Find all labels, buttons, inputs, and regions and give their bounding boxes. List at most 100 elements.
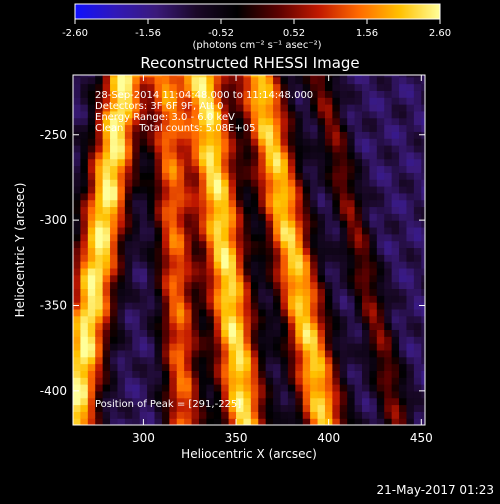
heatmap-cell [243,370,252,378]
heatmap-cell [273,377,282,385]
heatmap-cell [184,151,193,160]
heatmap-cell [310,370,319,378]
heatmap-cell [184,131,193,139]
heatmap-cell [73,199,82,208]
heatmap-cell [147,254,156,262]
heatmap-cell [302,97,311,105]
heatmap-cell [147,343,156,351]
heatmap-cell [362,185,371,194]
heatmap-cell [102,363,111,371]
heatmap-cell [154,384,163,392]
heatmap-cell [213,377,222,385]
heatmap-cell [198,281,207,290]
heatmap-cell [117,308,126,317]
heatmap-cell [132,172,141,180]
heatmap-cell [221,220,230,228]
heatmap-cell [87,124,96,132]
heatmap-cell [221,179,230,187]
heatmap-cell [347,110,356,119]
heatmap-cell [161,404,170,412]
heatmap-cell [287,343,296,351]
heatmap-cell [362,261,371,269]
heatmap-cell [310,384,319,392]
heatmap-cell [221,226,230,235]
heatmap-cell [206,343,215,351]
heatmap-cell [339,411,348,419]
heatmap-cell [124,370,133,378]
heatmap-cell [295,302,304,310]
heatmap-cell [87,172,96,180]
heatmap-cell [324,397,333,406]
heatmap-cell [354,274,363,283]
heatmap-cell [250,97,259,105]
heatmap-cell [347,356,356,365]
heatmap-cell [198,185,207,194]
heatmap-cell [243,110,252,119]
heatmap-cell [161,138,170,146]
heatmap-cell [221,336,230,344]
heatmap-cell [310,172,319,180]
heatmap-cell [132,76,141,85]
heatmap-cell [310,213,319,221]
heatmap-cell [273,295,282,303]
heatmap-cell [258,131,267,139]
heatmap-cell [332,131,341,139]
heatmap-cell [102,104,111,112]
heatmap-cell [376,185,385,194]
heatmap-cell [221,151,230,160]
heatmap-cell [310,411,319,419]
heatmap-cell [236,213,245,221]
heatmap-cell [339,343,348,351]
heatmap-cell [362,233,371,242]
heatmap-cell [139,124,148,132]
heatmap-cell [95,233,104,242]
heatmap-cell [243,322,252,330]
heatmap-cell [243,295,252,303]
heatmap-cell [221,267,230,276]
heatmap-cell [124,75,133,78]
heatmap-cell [87,117,96,126]
heatmap-cell [95,83,104,91]
heatmap-cell [310,267,319,276]
heatmap-cell [362,404,371,412]
heatmap-cell [117,172,126,180]
heatmap-cell [198,370,207,378]
heatmap-cell [310,117,319,126]
heatmap-cell [376,145,385,153]
heatmap-cell [413,254,422,262]
heatmap-cell [124,192,133,201]
heatmap-cell [362,274,371,283]
heatmap-cell [250,308,259,317]
heatmap-cell [250,151,259,160]
heatmap-cell [154,172,163,180]
heatmap-cell [198,138,207,146]
heatmap-cell [324,199,333,208]
heatmap-cell [102,288,111,296]
heatmap-cell [347,138,356,146]
heatmap-cell [362,336,371,344]
heatmap-cell [384,233,393,242]
heatmap-cell [139,261,148,269]
heatmap-cell [73,261,82,269]
heatmap-cell [236,295,245,303]
heatmap-cell [206,199,215,208]
heatmap-cell [354,295,363,303]
heatmap-cell [236,172,245,180]
heatmap-cell [265,131,274,139]
heatmap-cell [302,261,311,269]
heatmap-cell [161,274,170,283]
heatmap-cell [184,281,193,290]
heatmap-cell [273,384,282,392]
heatmap-cell [413,90,422,98]
heatmap-cell [413,83,422,91]
heatmap-cell [124,117,133,126]
heatmap-cell [399,308,408,317]
heatmap-cell [147,75,156,78]
heatmap-cell [95,302,104,310]
heatmap-cell [228,158,237,167]
heatmap-cell [369,363,378,371]
heatmap-cell [280,288,289,296]
heatmap-cell [406,158,415,167]
heatmap-cell [110,206,119,214]
heatmap-cell [139,172,148,180]
